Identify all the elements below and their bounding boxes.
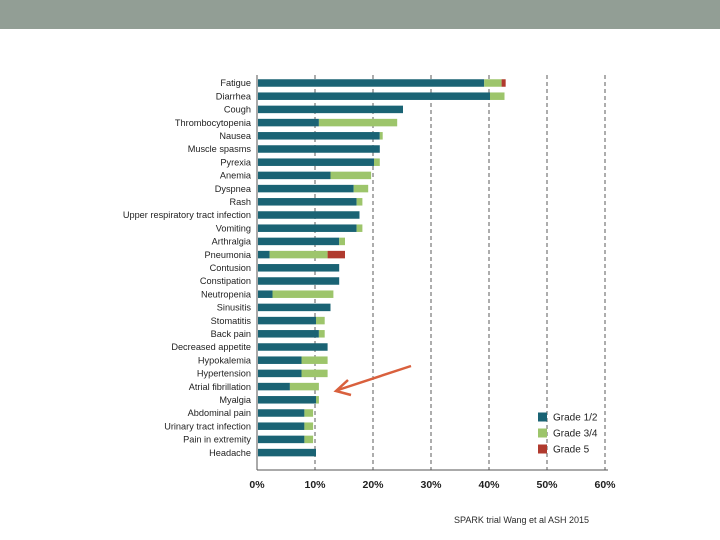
category-label: Abdominal pain — [188, 408, 251, 418]
category-label: Vomiting — [216, 223, 251, 233]
category-label: Hypertension — [197, 369, 251, 379]
x-tick-label: 40% — [478, 479, 500, 491]
category-label: Headache — [209, 448, 251, 458]
category-label: Arthralgia — [212, 237, 252, 247]
bar-segment — [301, 369, 328, 378]
bar-segment — [258, 330, 319, 338]
bar-segment — [258, 171, 331, 180]
legend-swatch — [538, 412, 547, 422]
category-label: Contusion — [210, 263, 251, 273]
bar-segment — [330, 171, 372, 180]
bar-segment — [258, 382, 290, 391]
bar-segment — [258, 79, 485, 87]
bar-segment — [258, 448, 316, 457]
x-tick-label: 0% — [249, 479, 265, 491]
category-label: Urinary tract infection — [164, 421, 251, 431]
category-label: Atrial fibrillation — [189, 382, 251, 392]
category-label: Dyspnea — [215, 184, 252, 194]
header-bar — [0, 0, 720, 29]
bar-segment — [272, 290, 334, 298]
bar-segment — [356, 224, 363, 232]
bar-segment — [258, 409, 305, 417]
bar-segment — [258, 264, 340, 272]
bar-segment — [304, 435, 314, 444]
annotation-arrow — [333, 364, 412, 397]
bar-segment — [269, 250, 328, 259]
category-label: Stomatitis — [211, 316, 252, 326]
bar-segment — [258, 92, 490, 100]
legend-label: Grade 3/4 — [553, 429, 598, 440]
category-label: Pneumonia — [205, 250, 252, 260]
category-label: Back pain — [211, 329, 251, 339]
category-label: Rash — [230, 197, 251, 207]
bar-segment — [258, 277, 340, 285]
x-tick-label: 30% — [420, 479, 442, 491]
bar-segment — [258, 343, 328, 351]
bar-segment — [258, 422, 305, 430]
bar-segment — [258, 290, 273, 298]
bar-segment — [318, 330, 325, 338]
x-tick-label: 10% — [304, 479, 326, 491]
category-label: Neutropenia — [201, 289, 252, 299]
category-label: Decreased appetite — [171, 342, 251, 352]
bar-segment — [258, 237, 340, 246]
bar-segment — [258, 396, 316, 404]
bar-segment — [327, 250, 345, 259]
bar-segment — [484, 79, 502, 87]
bar-segment — [301, 356, 328, 364]
bar-segment — [316, 396, 319, 404]
category-label: Anemia — [220, 171, 252, 181]
bar-segment — [490, 92, 505, 100]
bar-segment — [339, 237, 345, 246]
bar-segment — [258, 224, 357, 232]
bar-segment — [379, 132, 383, 140]
x-tick-label: 60% — [594, 479, 616, 491]
bar-segment — [316, 316, 325, 325]
bar-segment — [258, 369, 302, 378]
category-label: Diarrhea — [216, 91, 252, 101]
bar-segment — [258, 132, 380, 140]
bar-segment — [258, 118, 319, 127]
source-citation: SPARK trial Wang et al ASH 2015 — [454, 515, 590, 525]
bar-segment — [501, 79, 506, 87]
category-label: Fatigue — [220, 78, 251, 88]
bar-segment — [258, 316, 316, 325]
legend-swatch — [538, 444, 547, 454]
category-label: Hypokalemia — [198, 355, 252, 365]
x-tick-label: 50% — [536, 479, 558, 491]
category-label: Upper respiratory tract infection — [123, 210, 251, 220]
bar-segment — [258, 184, 354, 193]
legend-label: Grade 5 — [553, 445, 590, 456]
bar-segment — [304, 409, 314, 417]
category-label: Pain in extremity — [183, 435, 251, 445]
category-label: Thrombocytopenia — [175, 118, 252, 128]
bar-segment — [258, 145, 380, 153]
bar-segment — [258, 105, 403, 114]
bar-segment — [258, 356, 302, 364]
category-label: Myalgia — [219, 395, 252, 405]
bar-segment — [318, 118, 398, 127]
category-label: Constipation — [200, 276, 251, 286]
bar-segment — [258, 250, 270, 259]
category-label: Pyrexia — [220, 157, 252, 167]
bar-segment — [258, 158, 374, 166]
category-label: Cough — [224, 105, 251, 115]
bar-segment — [353, 184, 369, 193]
x-tick-label: 20% — [362, 479, 384, 491]
bar-segment — [356, 198, 363, 206]
bar-segment — [258, 303, 331, 312]
bar-segment — [289, 382, 319, 391]
bar-segment — [258, 211, 360, 219]
bar-segment — [304, 422, 314, 430]
category-label: Sinusitis — [217, 303, 252, 313]
bar-segment — [258, 435, 305, 444]
legend-label: Grade 1/2 — [553, 413, 598, 424]
category-label: Nausea — [219, 131, 252, 141]
category-label: Muscle spasms — [188, 144, 252, 154]
legend-swatch — [538, 428, 547, 438]
bar-segment — [258, 198, 357, 206]
bar-segment — [374, 158, 380, 166]
